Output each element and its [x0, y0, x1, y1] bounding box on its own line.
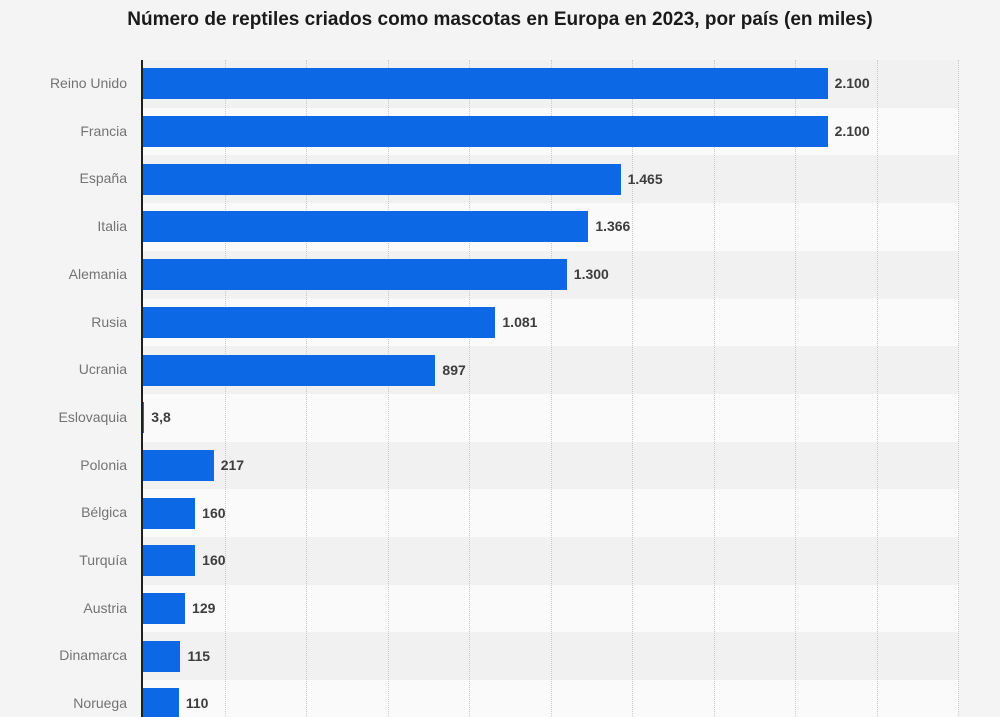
value-label: 2.100 [834, 75, 870, 92]
value-label: 897 [442, 361, 466, 378]
value-label: 160 [202, 552, 226, 569]
gridline [224, 60, 226, 717]
gridline [795, 60, 796, 717]
value-label: 1.366 [595, 218, 631, 235]
gridline [958, 60, 959, 717]
bar[interactable] [143, 259, 567, 291]
category-label: Austria [83, 599, 127, 616]
gridline [550, 60, 552, 717]
bar[interactable] [143, 116, 828, 148]
category-label: Rusia [91, 313, 127, 330]
bar[interactable] [143, 593, 186, 625]
bar[interactable] [143, 688, 179, 717]
value-label: 129 [192, 600, 216, 617]
bar[interactable] [143, 640, 181, 672]
category-label: Reino Unido [49, 75, 127, 91]
category-label: Bélgica [81, 504, 127, 521]
bar[interactable] [143, 211, 589, 243]
plot-area: 2.100 2.100 1.465 1.366 1.300 1.081 897 3,8 217 1… [143, 60, 959, 717]
bar[interactable] [143, 449, 214, 481]
value-label: 110 [185, 695, 209, 712]
value-label: 1.300 [573, 266, 609, 283]
category-label: España [79, 170, 127, 187]
category-label: Ucrania [78, 361, 127, 378]
bar[interactable] [143, 354, 436, 386]
bar[interactable] [143, 545, 196, 577]
category-label: Italia [97, 218, 127, 235]
bar[interactable] [143, 306, 496, 338]
category-label: Noruega [73, 695, 127, 712]
value-label: 115 [187, 647, 211, 664]
gridline [876, 60, 878, 717]
gridline [713, 60, 715, 717]
category-label: Alemania [68, 265, 127, 282]
bar[interactable] [143, 402, 145, 434]
bar[interactable] [143, 163, 621, 195]
chart-title: Número de reptiles criados como mascotas… [127, 9, 873, 30]
category-label: Eslovaquia [58, 408, 128, 425]
value-label: 1.465 [627, 170, 663, 187]
value-label: 160 [202, 504, 226, 521]
category-label: Dinamarca [59, 647, 127, 664]
value-label: 217 [220, 456, 245, 473]
gridline [387, 60, 389, 717]
gridline [306, 60, 307, 717]
category-label: Polonia [80, 456, 127, 473]
bar[interactable] [143, 497, 196, 529]
value-label: 3,8 [151, 409, 171, 426]
gridline [469, 60, 470, 717]
value-label: 1.081 [502, 313, 538, 330]
value-label: 2.100 [834, 123, 870, 140]
category-label: Francia [80, 122, 127, 139]
gridline [632, 60, 633, 717]
category-label: Turquía [79, 552, 127, 568]
y-axis-line [141, 60, 143, 717]
bar[interactable] [143, 68, 828, 100]
